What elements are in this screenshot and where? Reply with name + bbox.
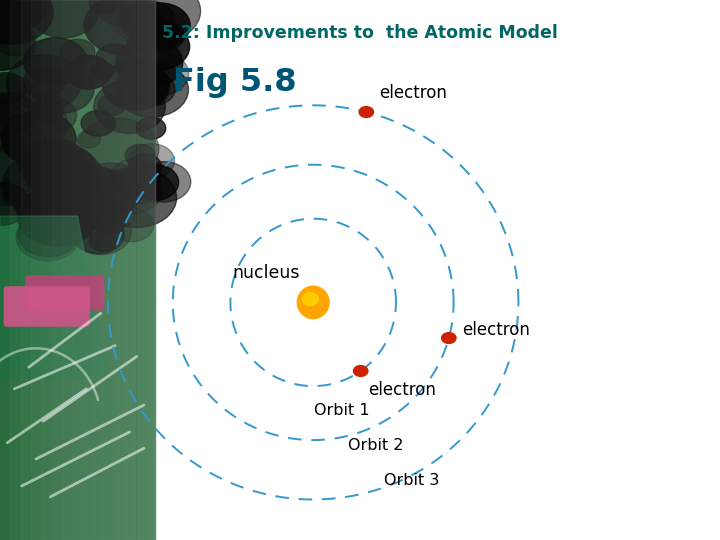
Circle shape <box>136 117 166 139</box>
Circle shape <box>94 211 125 234</box>
Circle shape <box>55 164 119 212</box>
Circle shape <box>37 91 60 108</box>
Circle shape <box>23 66 65 98</box>
FancyBboxPatch shape <box>4 286 90 327</box>
Circle shape <box>31 66 94 113</box>
Circle shape <box>3 152 88 215</box>
Circle shape <box>51 166 135 230</box>
Circle shape <box>110 158 161 196</box>
Circle shape <box>9 114 32 132</box>
Circle shape <box>0 145 49 205</box>
Circle shape <box>76 174 104 194</box>
Circle shape <box>129 144 174 178</box>
Circle shape <box>77 163 145 214</box>
Circle shape <box>19 138 87 190</box>
Circle shape <box>0 19 35 70</box>
Circle shape <box>115 62 189 117</box>
Circle shape <box>102 60 169 110</box>
Circle shape <box>14 195 40 214</box>
Circle shape <box>98 94 126 115</box>
Text: Fig 5.8: Fig 5.8 <box>173 68 297 98</box>
Circle shape <box>73 215 125 254</box>
Circle shape <box>1 111 76 167</box>
Circle shape <box>84 194 125 224</box>
Circle shape <box>32 99 63 123</box>
Circle shape <box>109 208 154 242</box>
Text: Orbit 3: Orbit 3 <box>384 473 439 488</box>
Circle shape <box>84 0 163 55</box>
Circle shape <box>54 189 86 213</box>
Circle shape <box>0 0 27 36</box>
Circle shape <box>117 9 158 41</box>
Circle shape <box>0 0 53 44</box>
Circle shape <box>71 209 131 254</box>
Polygon shape <box>0 216 108 378</box>
Circle shape <box>120 1 175 42</box>
Circle shape <box>0 24 37 56</box>
Circle shape <box>0 183 30 225</box>
Circle shape <box>94 80 166 133</box>
Circle shape <box>129 154 161 178</box>
Circle shape <box>132 73 175 105</box>
Circle shape <box>0 92 68 156</box>
Circle shape <box>97 168 176 227</box>
Text: 5.2: Improvements to  the Atomic Model: 5.2: Improvements to the Atomic Model <box>162 24 558 42</box>
Circle shape <box>30 0 99 38</box>
Circle shape <box>0 0 42 37</box>
Text: electron: electron <box>368 381 436 399</box>
Circle shape <box>127 23 189 70</box>
FancyBboxPatch shape <box>25 275 104 310</box>
Circle shape <box>66 55 111 89</box>
Text: Orbit 1: Orbit 1 <box>314 403 370 418</box>
Ellipse shape <box>302 293 318 306</box>
Circle shape <box>17 185 99 246</box>
Circle shape <box>120 0 201 42</box>
Text: electron: electron <box>379 84 447 102</box>
Circle shape <box>0 75 40 124</box>
Circle shape <box>0 100 25 137</box>
Circle shape <box>60 39 95 65</box>
Circle shape <box>19 194 85 244</box>
Circle shape <box>130 164 179 200</box>
Circle shape <box>27 97 76 134</box>
Circle shape <box>144 21 184 51</box>
Circle shape <box>0 130 62 192</box>
Circle shape <box>125 144 155 167</box>
Circle shape <box>125 76 168 107</box>
Circle shape <box>96 0 151 26</box>
Circle shape <box>130 52 189 96</box>
Text: Orbit 2: Orbit 2 <box>348 438 404 453</box>
Circle shape <box>137 161 191 202</box>
Polygon shape <box>0 0 155 540</box>
Circle shape <box>91 62 114 79</box>
Circle shape <box>354 366 368 376</box>
Circle shape <box>81 111 115 136</box>
Text: electron: electron <box>462 321 530 339</box>
Circle shape <box>6 55 81 111</box>
Circle shape <box>359 106 374 117</box>
Circle shape <box>441 333 456 343</box>
Circle shape <box>77 130 101 148</box>
Circle shape <box>24 144 98 199</box>
Circle shape <box>116 38 183 88</box>
Text: nucleus: nucleus <box>233 264 300 282</box>
Circle shape <box>24 38 87 85</box>
Circle shape <box>89 0 120 14</box>
Circle shape <box>89 230 117 251</box>
Circle shape <box>100 167 162 214</box>
Circle shape <box>3 186 27 205</box>
Circle shape <box>0 72 27 104</box>
Circle shape <box>76 118 159 180</box>
Circle shape <box>130 3 190 48</box>
Circle shape <box>16 213 79 261</box>
Circle shape <box>19 209 59 239</box>
Circle shape <box>96 44 133 72</box>
Ellipse shape <box>297 286 329 319</box>
Circle shape <box>18 211 79 257</box>
Circle shape <box>0 93 37 135</box>
Circle shape <box>29 149 104 205</box>
Circle shape <box>0 0 48 30</box>
Circle shape <box>125 179 158 204</box>
